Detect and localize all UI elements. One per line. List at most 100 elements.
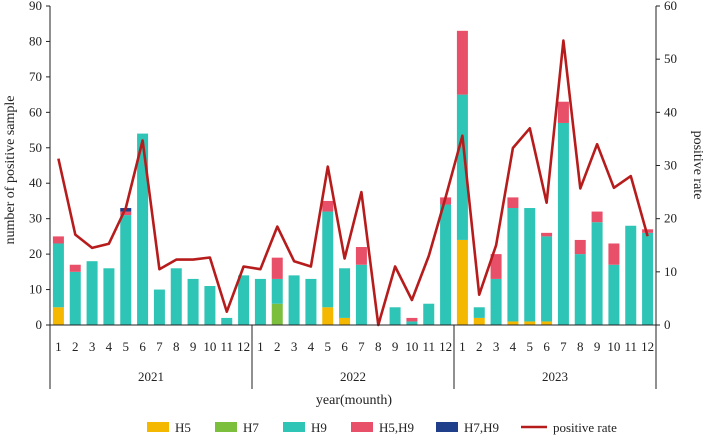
month-tick-label: 1 xyxy=(55,339,62,354)
bar-segment-h9 xyxy=(322,211,334,308)
y-tick-label: 20 xyxy=(29,246,42,261)
year-label: 2022 xyxy=(340,369,366,384)
bar-segment-h5 xyxy=(524,321,536,325)
bar-segment-h5h9 xyxy=(120,211,132,216)
bar-segment-h9 xyxy=(389,307,401,325)
month-tick-label: 3 xyxy=(89,339,96,354)
bar-segment-h9 xyxy=(153,289,165,325)
month-tick-label: 11 xyxy=(422,339,435,354)
bar-segment-h9 xyxy=(507,208,519,322)
x-labels-layer: 1 2 3 4 5 6 7 8 9 10 11 12 1 2 3 4 5 6 7 8 9 10 11 12 1 2 3 4 5 6 7 8 9 1… xyxy=(49,325,657,389)
month-tick-label: 9 xyxy=(594,339,601,354)
bar-segment-h9 xyxy=(137,133,149,325)
bar-segment-h5h9 xyxy=(355,247,367,265)
bar-segment-h9 xyxy=(456,94,468,240)
bar-segment-h9 xyxy=(170,268,182,325)
positive-rate-line xyxy=(57,39,649,327)
month-tick-label: 12 xyxy=(439,339,452,354)
month-tick-label: 7 xyxy=(560,339,567,354)
bar-segment-h9 xyxy=(591,222,603,325)
bar-segment-h9 xyxy=(288,275,300,325)
month-tick-label: 2 xyxy=(72,339,79,354)
legend-swatch xyxy=(283,422,305,432)
line-layer xyxy=(57,39,649,327)
month-tick-label: 5 xyxy=(527,339,534,354)
y2-tick-label: 30 xyxy=(664,158,677,173)
month-tick-label: 9 xyxy=(190,339,197,354)
bar-segment-h9 xyxy=(221,317,233,325)
bar-segment-h5h9 xyxy=(591,211,603,223)
bar-segment-h5h9 xyxy=(642,229,654,233)
bar-segment-h5 xyxy=(541,321,553,325)
y2-axis-title: positive rate xyxy=(690,131,705,200)
y-tick-label: 40 xyxy=(29,175,42,190)
bar-segment-h5 xyxy=(473,317,485,325)
bar-segment-h5h9 xyxy=(490,254,502,279)
bar-segment-h5h9 xyxy=(456,30,468,95)
legend-label: H5 xyxy=(175,420,191,435)
month-tick-label: 11 xyxy=(624,339,637,354)
legend-swatch xyxy=(215,422,237,432)
month-tick-label: 6 xyxy=(543,339,550,354)
month-tick-label: 11 xyxy=(220,339,233,354)
y-axis-title: number of positive sample xyxy=(3,96,18,245)
legend: H5 H7 H9 H5,H9 H7,H9 positive rate xyxy=(147,420,617,435)
month-tick-label: 10 xyxy=(203,339,216,354)
month-tick-label: 4 xyxy=(510,339,517,354)
bar-segment-h9 xyxy=(574,254,586,325)
bar-segment-h5h9 xyxy=(608,243,620,265)
month-tick-label: 12 xyxy=(641,339,654,354)
month-tick-label: 7 xyxy=(156,339,163,354)
legend-label: H5,H9 xyxy=(379,420,414,435)
y2-tick-label: 60 xyxy=(664,0,677,13)
y2-tick-label: 20 xyxy=(664,211,677,226)
y2-tick-label: 50 xyxy=(664,51,677,66)
y2-tick-label: 10 xyxy=(664,264,677,279)
bar-segment-h9 xyxy=(541,236,553,322)
bar-segment-h9 xyxy=(271,278,283,304)
bar-segment-h9 xyxy=(557,122,569,325)
bar-segment-h5 xyxy=(456,239,468,325)
bar-segment-h9 xyxy=(524,208,536,322)
bars-layer xyxy=(52,30,654,325)
bar-segment-h9 xyxy=(423,303,435,325)
month-tick-label: 12 xyxy=(237,339,250,354)
month-tick-label: 3 xyxy=(291,339,298,354)
month-tick-label: 2 xyxy=(274,339,281,354)
month-tick-label: 10 xyxy=(607,339,620,354)
x-axis-title: year(mounth) xyxy=(316,393,393,408)
bar-segment-h5h9 xyxy=(574,239,586,255)
bar-segment-h9 xyxy=(254,278,266,325)
legend-swatch xyxy=(351,422,373,432)
month-tick-label: 5 xyxy=(325,339,332,354)
bar-segment-h9 xyxy=(187,278,199,325)
bar-segment-h9 xyxy=(69,271,81,325)
bar-segment-h5h9 xyxy=(507,197,519,209)
month-tick-label: 4 xyxy=(106,339,113,354)
bar-segment-h9 xyxy=(608,264,620,325)
bar-segment-h9 xyxy=(625,225,637,325)
legend-label: H7 xyxy=(243,420,259,435)
bar-segment-h5h9 xyxy=(406,317,418,322)
bar-segment-h9 xyxy=(238,275,250,325)
bar-segment-h7 xyxy=(271,303,283,325)
y-tick-label: 10 xyxy=(29,282,42,297)
month-tick-label: 2 xyxy=(476,339,483,354)
y-tick-label: 80 xyxy=(29,33,42,48)
bar-segment-h5 xyxy=(507,321,519,325)
y2-tick-label: 40 xyxy=(664,104,677,119)
bar-segment-h9 xyxy=(86,261,98,325)
year-label: 2021 xyxy=(138,369,164,384)
legend-label: H7,H9 xyxy=(464,420,499,435)
bar-segment-h9 xyxy=(406,321,418,325)
y-tick-label: 30 xyxy=(29,211,42,226)
bar-segment-h5h9 xyxy=(271,257,283,279)
month-tick-label: 10 xyxy=(405,339,418,354)
bar-segment-h5 xyxy=(322,307,334,325)
legend-swatch xyxy=(436,422,458,432)
month-tick-label: 6 xyxy=(139,339,146,354)
y-tick-label: 90 xyxy=(29,0,42,13)
bar-segment-h9 xyxy=(440,204,452,325)
bar-segment-h9 xyxy=(642,232,654,325)
y-tick-label: 0 xyxy=(36,317,43,332)
